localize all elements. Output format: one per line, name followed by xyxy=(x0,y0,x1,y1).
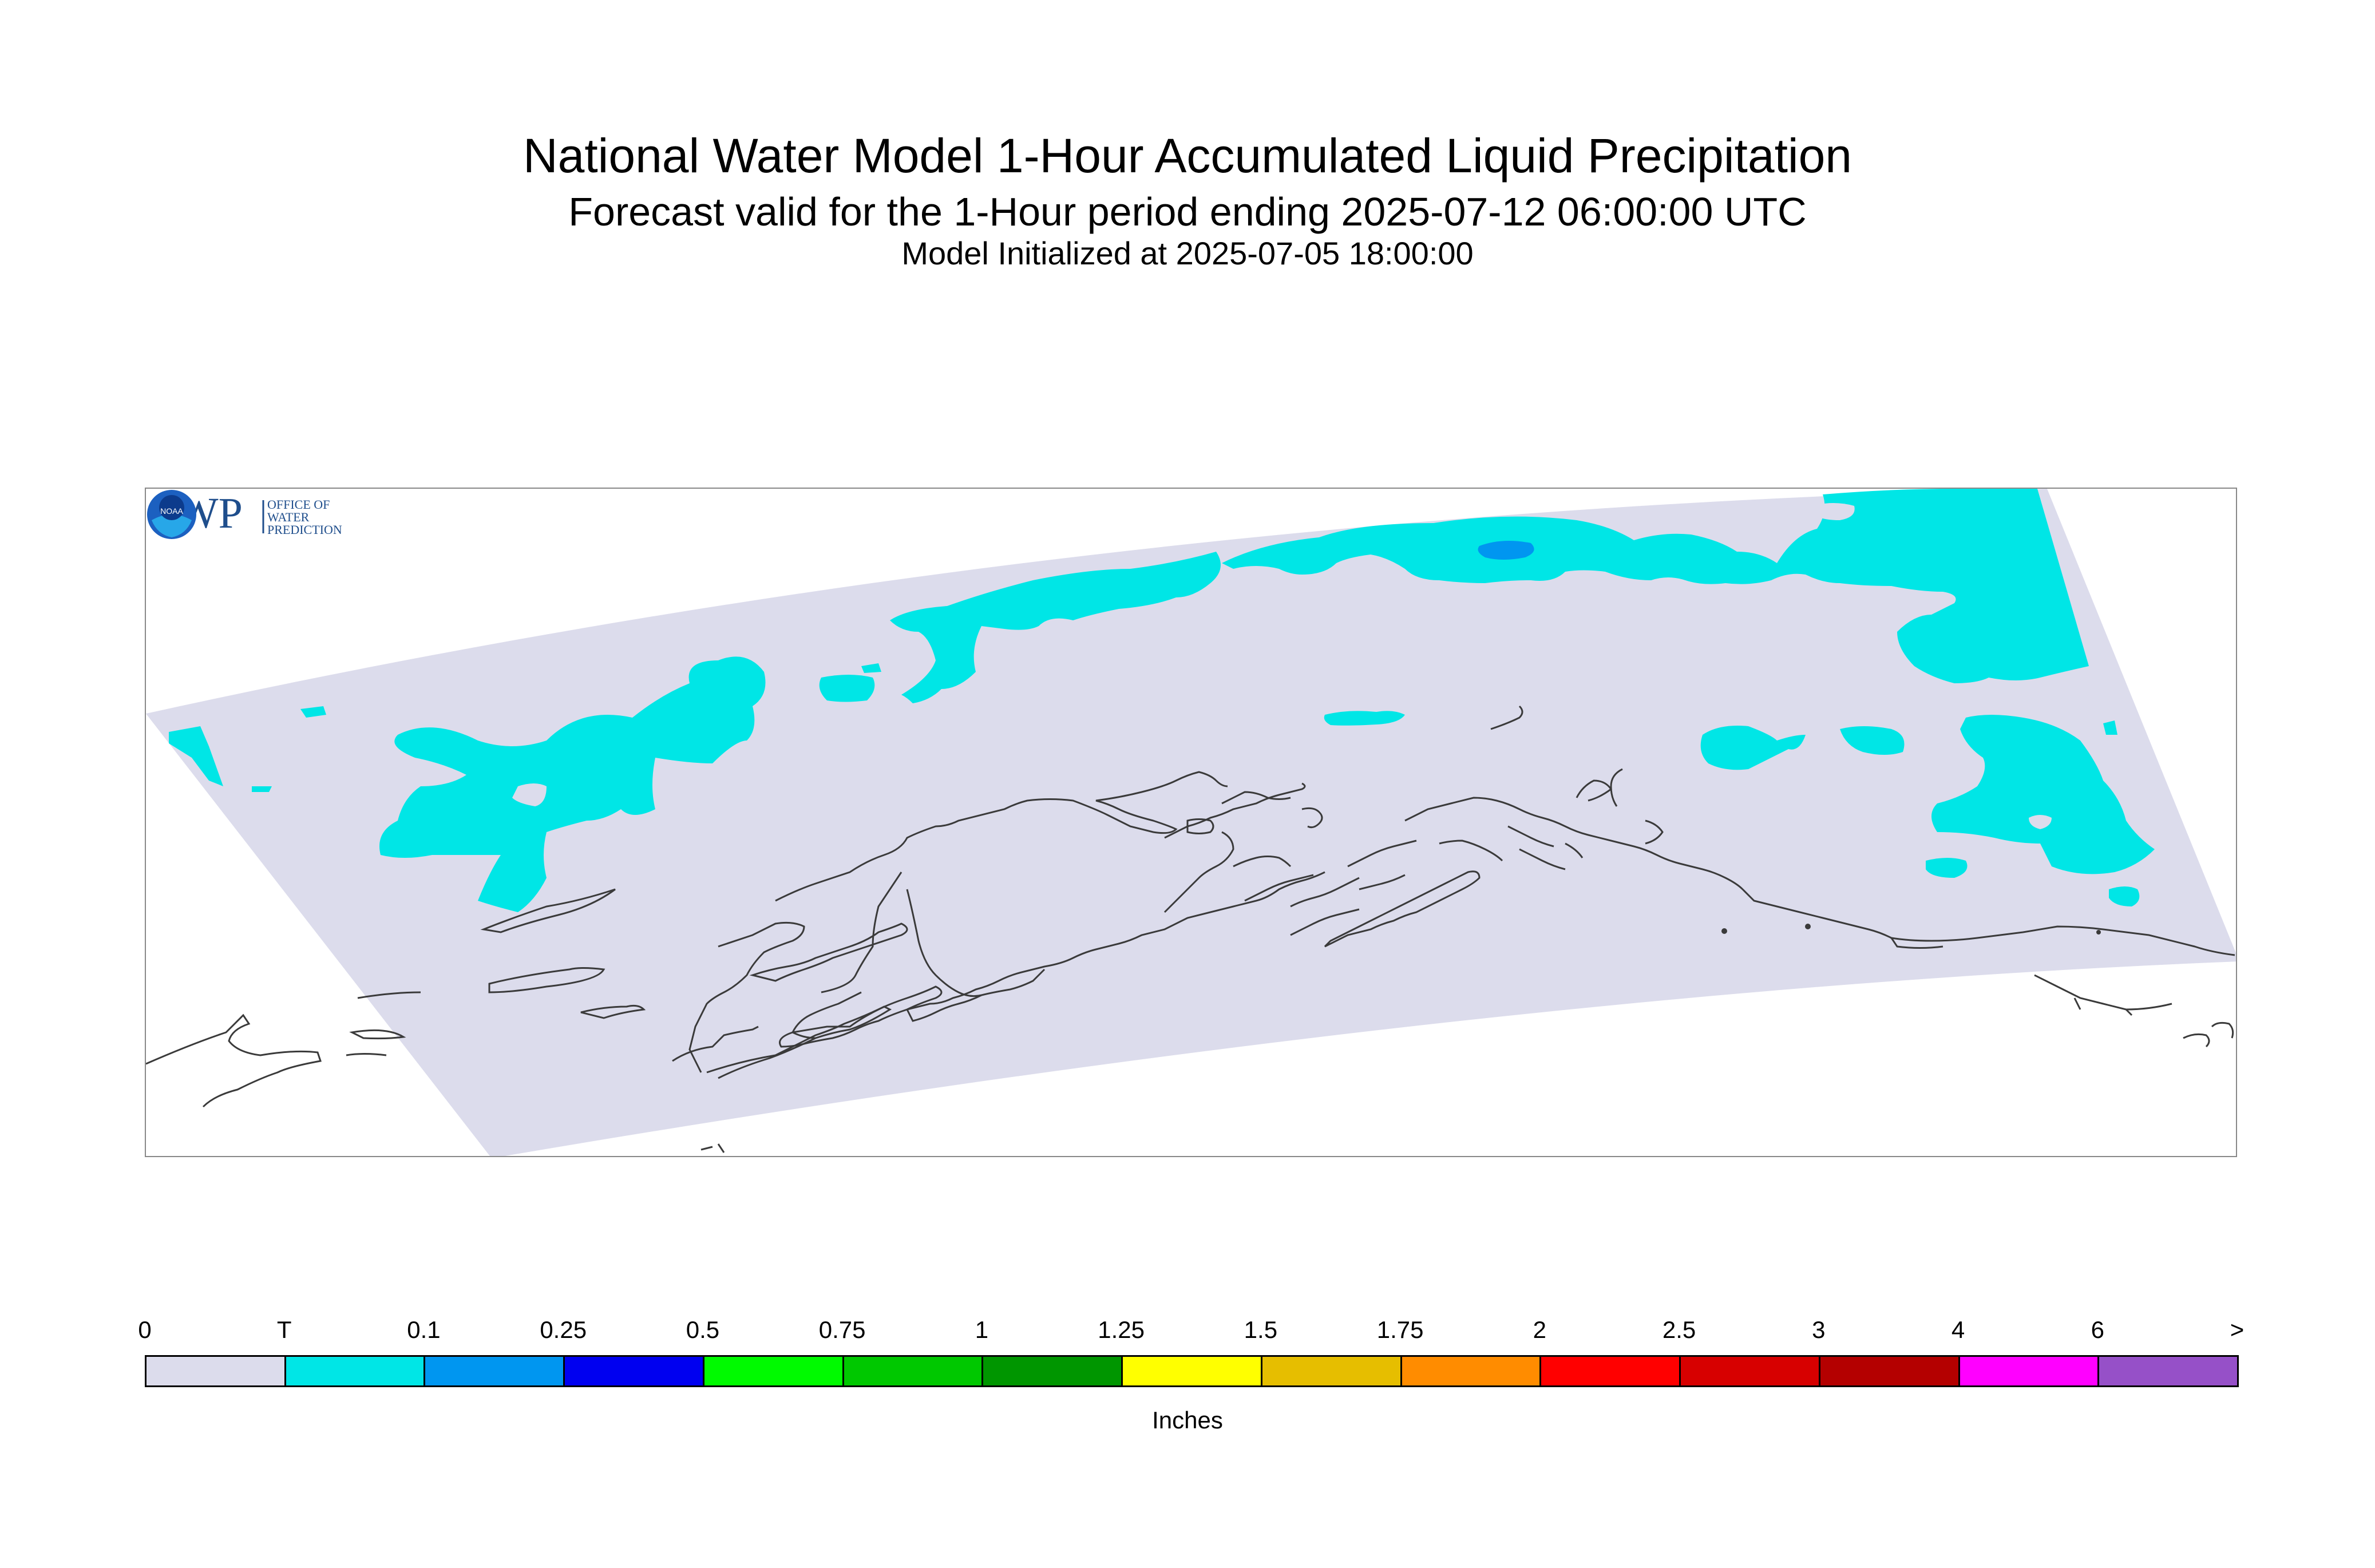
legend-bin xyxy=(981,1355,1123,1387)
noaa-logo-mark: NOAA xyxy=(160,506,183,516)
model-domain xyxy=(146,489,2236,1156)
legend-tick-label: T xyxy=(276,1316,292,1343)
legend-tick-label: 2.5 xyxy=(1662,1316,1696,1343)
precip-trace-areas xyxy=(169,489,2155,912)
legend-bin xyxy=(1539,1355,1681,1387)
islands xyxy=(1721,924,2101,935)
legend-tick-label: 0 xyxy=(138,1316,152,1343)
legend-bin xyxy=(1958,1355,2100,1387)
color-legend xyxy=(145,1355,2239,1389)
legend-tick-label: 1.75 xyxy=(1376,1316,1424,1343)
legend-tick-label: 1.5 xyxy=(1244,1316,1278,1343)
legend-bin xyxy=(1818,1355,1960,1387)
model-init-time: Model Initialized at 2025-07-05 18:00:00 xyxy=(901,235,1474,271)
legend-bin xyxy=(2097,1355,2239,1387)
owp-logo-line-3: PREDICTION xyxy=(267,522,342,537)
legend-tick-label: 0.1 xyxy=(407,1316,441,1343)
legend-tick-label: 4 xyxy=(1951,1316,1965,1343)
owp-logo-line-2: WATER xyxy=(267,510,310,524)
legend-bin xyxy=(1260,1355,1402,1387)
owp-logo-line-1: OFFICE OF xyxy=(267,497,330,512)
legend-bin xyxy=(1121,1355,1262,1387)
legend-tick-label: 0.75 xyxy=(818,1316,866,1343)
precip-light-area xyxy=(1478,541,1534,560)
map-subtitle: Forecast valid for the 1-Hour period end… xyxy=(568,189,1807,234)
legend-tick-label: 6 xyxy=(2091,1316,2104,1343)
legend-tick-label: 1 xyxy=(975,1316,989,1343)
noaa-logo: NOAA xyxy=(147,490,196,539)
legend-bin xyxy=(1679,1355,1820,1387)
map-svg xyxy=(146,489,2236,1156)
legend-tick-label: 2 xyxy=(1533,1316,1547,1343)
legend-bin xyxy=(563,1355,704,1387)
legend-bin xyxy=(1400,1355,1542,1387)
legend-tick-label: 0.5 xyxy=(686,1316,720,1343)
legend-tick-label: > xyxy=(2230,1316,2245,1343)
legend-bin xyxy=(423,1355,565,1387)
legend-tick-label: 1.25 xyxy=(1098,1316,1145,1343)
map-title: National Water Model 1-Hour Accumulated … xyxy=(522,129,1852,183)
legend-units-label: Inches xyxy=(1152,1407,1223,1434)
coastlines xyxy=(146,705,2235,1153)
legend-bin xyxy=(284,1355,426,1387)
legend-bin xyxy=(842,1355,984,1387)
legend-tick-label: 0.25 xyxy=(540,1316,587,1343)
legend-bin xyxy=(702,1355,844,1387)
legend-tick-label: 3 xyxy=(1812,1316,1826,1343)
legend-bin xyxy=(145,1355,286,1387)
map-panel: OWP OFFICE OF WATER PREDICTION NOAA xyxy=(145,488,2237,1157)
